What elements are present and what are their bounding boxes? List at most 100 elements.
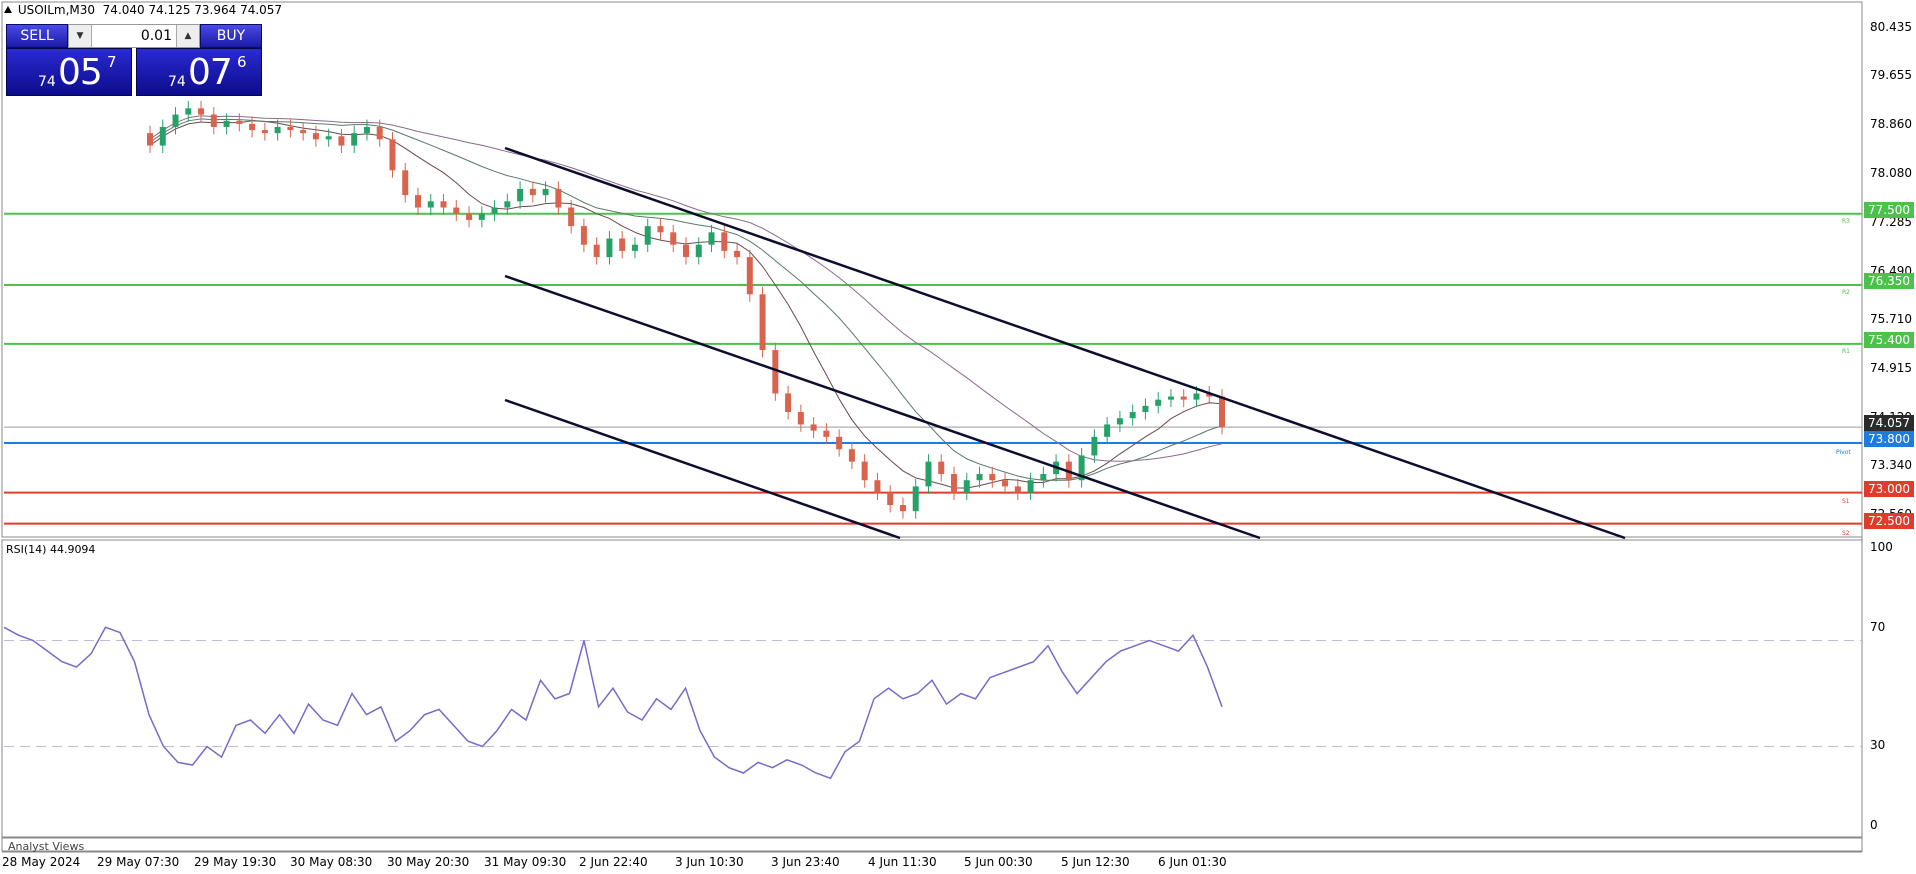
- candle-body: [363, 126, 370, 134]
- candle-body: [1193, 393, 1200, 400]
- collapse-triangle-icon[interactable]: [4, 6, 12, 13]
- candle-body: [593, 244, 600, 258]
- candle-body: [580, 226, 587, 245]
- candle-body: [1180, 396, 1187, 400]
- candle-body: [542, 188, 549, 196]
- lot-size-field[interactable]: ▼ ▲: [68, 24, 200, 48]
- moving-averages: [149, 115, 1223, 489]
- one-click-trading-panel: SELL ▼ ▲ BUY 74 05 7 74 07 6: [6, 24, 262, 96]
- lot-increase-icon[interactable]: ▲: [176, 25, 199, 47]
- candle-body: [338, 136, 345, 146]
- s1-price-tag: 73.000: [1864, 481, 1914, 497]
- price-pane-border: [1, 1, 1863, 538]
- price-tick: 78.860: [1870, 117, 1912, 131]
- current-price-tag: 74.057: [1864, 415, 1914, 431]
- candle-body: [287, 126, 294, 131]
- candle-body: [759, 294, 766, 351]
- candle-body: [529, 188, 536, 196]
- rsi-label: RSI(14) 44.9094: [6, 543, 96, 556]
- candle-body: [568, 207, 575, 227]
- candle-body: [606, 238, 613, 258]
- time-tick: 3 Jun 10:30: [675, 855, 744, 869]
- price-tick: 79.655: [1870, 68, 1912, 82]
- candle-body: [721, 232, 728, 251]
- buy-button[interactable]: BUY: [200, 24, 262, 48]
- candle-body: [236, 120, 243, 124]
- candle-body: [683, 244, 689, 258]
- rsi-tick: 70: [1870, 620, 1886, 634]
- r2-label: R2: [1842, 289, 1850, 296]
- ohlc-label: 74.040 74.125 73.964 74.057: [102, 3, 283, 17]
- r2-price-tag: 76.350: [1864, 273, 1914, 289]
- ma-medium-line: [149, 118, 1223, 481]
- candle-body: [657, 226, 664, 233]
- candle-body: [644, 226, 651, 245]
- sell-button[interactable]: SELL: [6, 24, 68, 48]
- rsi-tick: 100: [1870, 540, 1893, 554]
- rsi-pane: [3, 626, 1862, 780]
- candle-body: [938, 461, 945, 475]
- buy-price-prefix: 74: [168, 74, 186, 90]
- pivot-price-tag: 73.800: [1864, 431, 1914, 447]
- time-tick: 5 Jun 00:30: [964, 855, 1033, 869]
- candle-body: [861, 461, 868, 481]
- candle-body: [963, 480, 970, 493]
- candle-body: [389, 139, 396, 171]
- candle-body: [772, 350, 779, 394]
- candle-body: [300, 130, 307, 134]
- price-tick: 73.340: [1870, 458, 1912, 472]
- ma-fast-line: [149, 120, 1223, 489]
- candle-body: [351, 133, 358, 146]
- candle-body: [695, 244, 702, 258]
- r1-price-tag: 75.400: [1864, 332, 1914, 348]
- candle-body: [899, 505, 906, 512]
- s1-label: S1: [1842, 498, 1850, 505]
- candle-body: [504, 201, 511, 208]
- ma-slow-line: [149, 115, 1223, 462]
- candle-body: [1104, 424, 1111, 437]
- candle-body: [147, 133, 153, 146]
- analyst-pane-border: [1, 837, 1863, 852]
- analyst-views-label[interactable]: Analyst Views: [8, 840, 85, 853]
- rsi-line: [3, 626, 1223, 780]
- candle-body: [325, 136, 332, 140]
- candle-body: [185, 108, 192, 115]
- candle-body: [746, 257, 753, 295]
- lot-decrease-icon[interactable]: ▼: [69, 25, 92, 47]
- time-tick: 29 May 07:30: [97, 855, 180, 869]
- candle-body: [1040, 474, 1047, 481]
- trend-channel[interactable]: [504, 146, 1626, 540]
- candle-body: [1142, 405, 1149, 413]
- lot-size-input[interactable]: [93, 25, 175, 47]
- candle-body: [823, 430, 830, 437]
- candle-body: [734, 250, 741, 258]
- time-tick: 30 May 20:30: [387, 855, 470, 869]
- candle-body: [912, 486, 919, 512]
- sell-price-main: 05: [58, 52, 103, 93]
- pivot-label: Pivot: [1836, 449, 1851, 456]
- buy-price[interactable]: 74 07 6: [136, 48, 262, 96]
- s2-price-tag: 72.500: [1864, 513, 1914, 529]
- sell-price-point: 7: [107, 53, 117, 71]
- candle-body: [376, 126, 383, 140]
- time-tick: 4 Jun 11:30: [868, 855, 937, 869]
- candle-body: [223, 120, 230, 127]
- candle-body: [198, 108, 205, 115]
- time-tick: 2 Jun 22:40: [579, 855, 648, 869]
- candle-body: [1219, 396, 1225, 427]
- sell-price[interactable]: 74 05 7: [6, 48, 132, 96]
- candle-body: [708, 232, 715, 245]
- r1-label: R1: [1842, 348, 1850, 355]
- rsi-tick: 0: [1870, 818, 1878, 832]
- candle-body: [1014, 486, 1021, 493]
- buy-price-point: 6: [237, 53, 247, 71]
- buy-price-main: 07: [188, 52, 233, 93]
- channel-line-1: [504, 146, 1626, 540]
- candle-body: [631, 244, 638, 251]
- candle-body: [887, 492, 894, 506]
- candle-body: [1155, 399, 1162, 406]
- candle-body: [312, 133, 319, 140]
- candle-body: [785, 393, 792, 413]
- candle-body: [1002, 480, 1009, 487]
